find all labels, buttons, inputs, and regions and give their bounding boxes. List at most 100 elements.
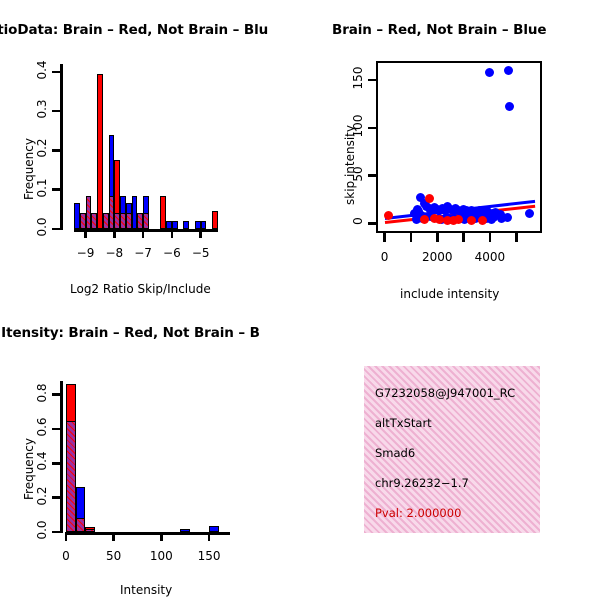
histogram-bar-overlap [85, 195, 92, 229]
histogram-bar-overlap [114, 213, 121, 229]
scatter-point [435, 215, 445, 225]
histogram-bar-overlap [108, 195, 115, 229]
top-left-xtick-label: −5 [191, 246, 210, 260]
top-left-title: RatioData: Brain – Red, Not Brain – Blu [0, 22, 269, 38]
gene-info-line: G7232058@J947001_RC [375, 386, 516, 400]
bottom-left-ytick-label: 0.4 [35, 451, 49, 471]
histogram-bar [74, 203, 80, 229]
scatter-point [502, 213, 512, 223]
scatter-point [415, 193, 425, 203]
scatter-point [524, 209, 534, 219]
top-left-ytick [52, 227, 61, 231]
bottom-left-xlabel: Intensity [120, 583, 173, 597]
bottom-left-ytick-label: 0.2 [35, 486, 49, 506]
scatter-point [424, 194, 434, 204]
top-right-ytick [368, 222, 377, 225]
top-left-ytick-label: 0.3 [35, 99, 49, 119]
histogram-bar-overlap [125, 213, 132, 229]
histogram-bar [160, 195, 167, 229]
gene-info-box: G7232058@J947001_RC altTxStart Smad6 chr9.2… [364, 366, 540, 533]
bottom-left-ytick-label: 0.0 [35, 520, 49, 540]
top-right-xtick-label: 4000 [474, 250, 506, 264]
histogram-bar [209, 525, 219, 532]
top-left-ytick-label: 0.1 [35, 178, 49, 198]
top-right-ytick [368, 174, 377, 177]
scatter-point [384, 211, 394, 221]
histogram-bar [180, 528, 190, 532]
top-right-xtick [435, 233, 439, 242]
bottom-left-yaxis [60, 381, 63, 533]
scatter-point [460, 215, 470, 225]
top-left-xtick [84, 229, 87, 238]
top-left-ytick [52, 149, 61, 152]
top-left-xtick-label: −6 [163, 246, 181, 260]
bottom-left-ylabel: Frequency [22, 438, 36, 500]
top-left-xlabel: Log2 Ratio Skip/Include [70, 282, 211, 296]
top-left-xtick [199, 229, 202, 238]
scatter-plot-frame [376, 61, 542, 233]
bottom-left-xtick [64, 532, 68, 541]
bottom-left-ytick-label: 0.8 [35, 383, 49, 403]
top-left-xtick [170, 229, 174, 238]
histogram-bar [166, 221, 172, 229]
top-left-xtick-label: −8 [105, 246, 124, 260]
top-left-xtick-label: −9 [76, 246, 95, 260]
gene-info-line: Pval: 2.000000 [375, 506, 462, 520]
gene-info-line: Smad6 [375, 446, 416, 460]
scatter-point [490, 208, 500, 218]
top-right-ytick-label: 50 [351, 165, 365, 182]
histogram-bar [171, 221, 178, 229]
top-right-title: Brain – Red, Not Brain – Blue [332, 22, 547, 38]
bottom-left-ytick [52, 462, 61, 465]
bottom-left-ytick-label: 0.6 [35, 417, 49, 437]
histogram-bar-overlap [75, 518, 86, 532]
histogram-bar-overlap [85, 528, 95, 532]
top-left-xaxis [74, 229, 218, 232]
scatter-point [503, 66, 513, 76]
scatter-point [497, 214, 507, 224]
top-right-ytick-label: 0 [351, 217, 365, 226]
top-left-ytick-label: 0.0 [35, 217, 49, 237]
scatter-point [443, 216, 453, 225]
bottom-left-xaxis [66, 532, 230, 535]
top-left-yaxis [60, 64, 63, 230]
histogram-bar-overlap [120, 213, 126, 229]
histogram-bar [194, 221, 201, 229]
bottom-left-title: ne Itensity: Brain – Red, Not Brain – B [0, 325, 260, 341]
top-left-ytick [52, 70, 61, 74]
top-left-xtick-label: −7 [134, 246, 152, 260]
top-left-ytick-label: 0.2 [35, 138, 49, 158]
bottom-left-xtick [112, 532, 115, 541]
gene-info-line: altTxStart [375, 416, 432, 430]
bottom-left-ytick [52, 393, 61, 397]
bottom-left-xtick [160, 532, 163, 541]
histogram-bar-overlap [66, 421, 76, 532]
scatter-point [453, 215, 463, 225]
top-right-xlabel: include intensity [400, 287, 500, 301]
bottom-left-xtick-label: 100 [149, 549, 173, 563]
bottom-left-xtick-label: 50 [106, 549, 122, 563]
top-left-ytick [52, 188, 61, 191]
histogram-bar-overlap [143, 213, 149, 229]
scatter-point [486, 215, 496, 225]
histogram-bar-overlap [102, 213, 109, 229]
histogram-bar [183, 221, 190, 229]
top-left-ytick [52, 109, 61, 113]
top-right-ytick-label: 150 [351, 66, 365, 90]
top-right-xtick [488, 233, 492, 242]
scatter-point [467, 216, 476, 225]
bottom-left-xtick [207, 532, 211, 541]
top-right-xtick [383, 233, 386, 242]
histogram-bar [212, 211, 218, 229]
scatter-point [482, 207, 492, 217]
top-left-xtick [113, 229, 116, 238]
scatter-point [430, 214, 440, 224]
scatter-point [419, 215, 429, 225]
scatter-point [477, 216, 487, 225]
histogram-bar-overlap [91, 213, 98, 229]
top-right-ytick [368, 78, 377, 82]
bottom-left-ytick [52, 496, 61, 499]
top-left-ytick-label: 0.4 [35, 60, 49, 80]
bottom-left-ytick [52, 427, 61, 431]
histogram-bar [131, 195, 138, 229]
